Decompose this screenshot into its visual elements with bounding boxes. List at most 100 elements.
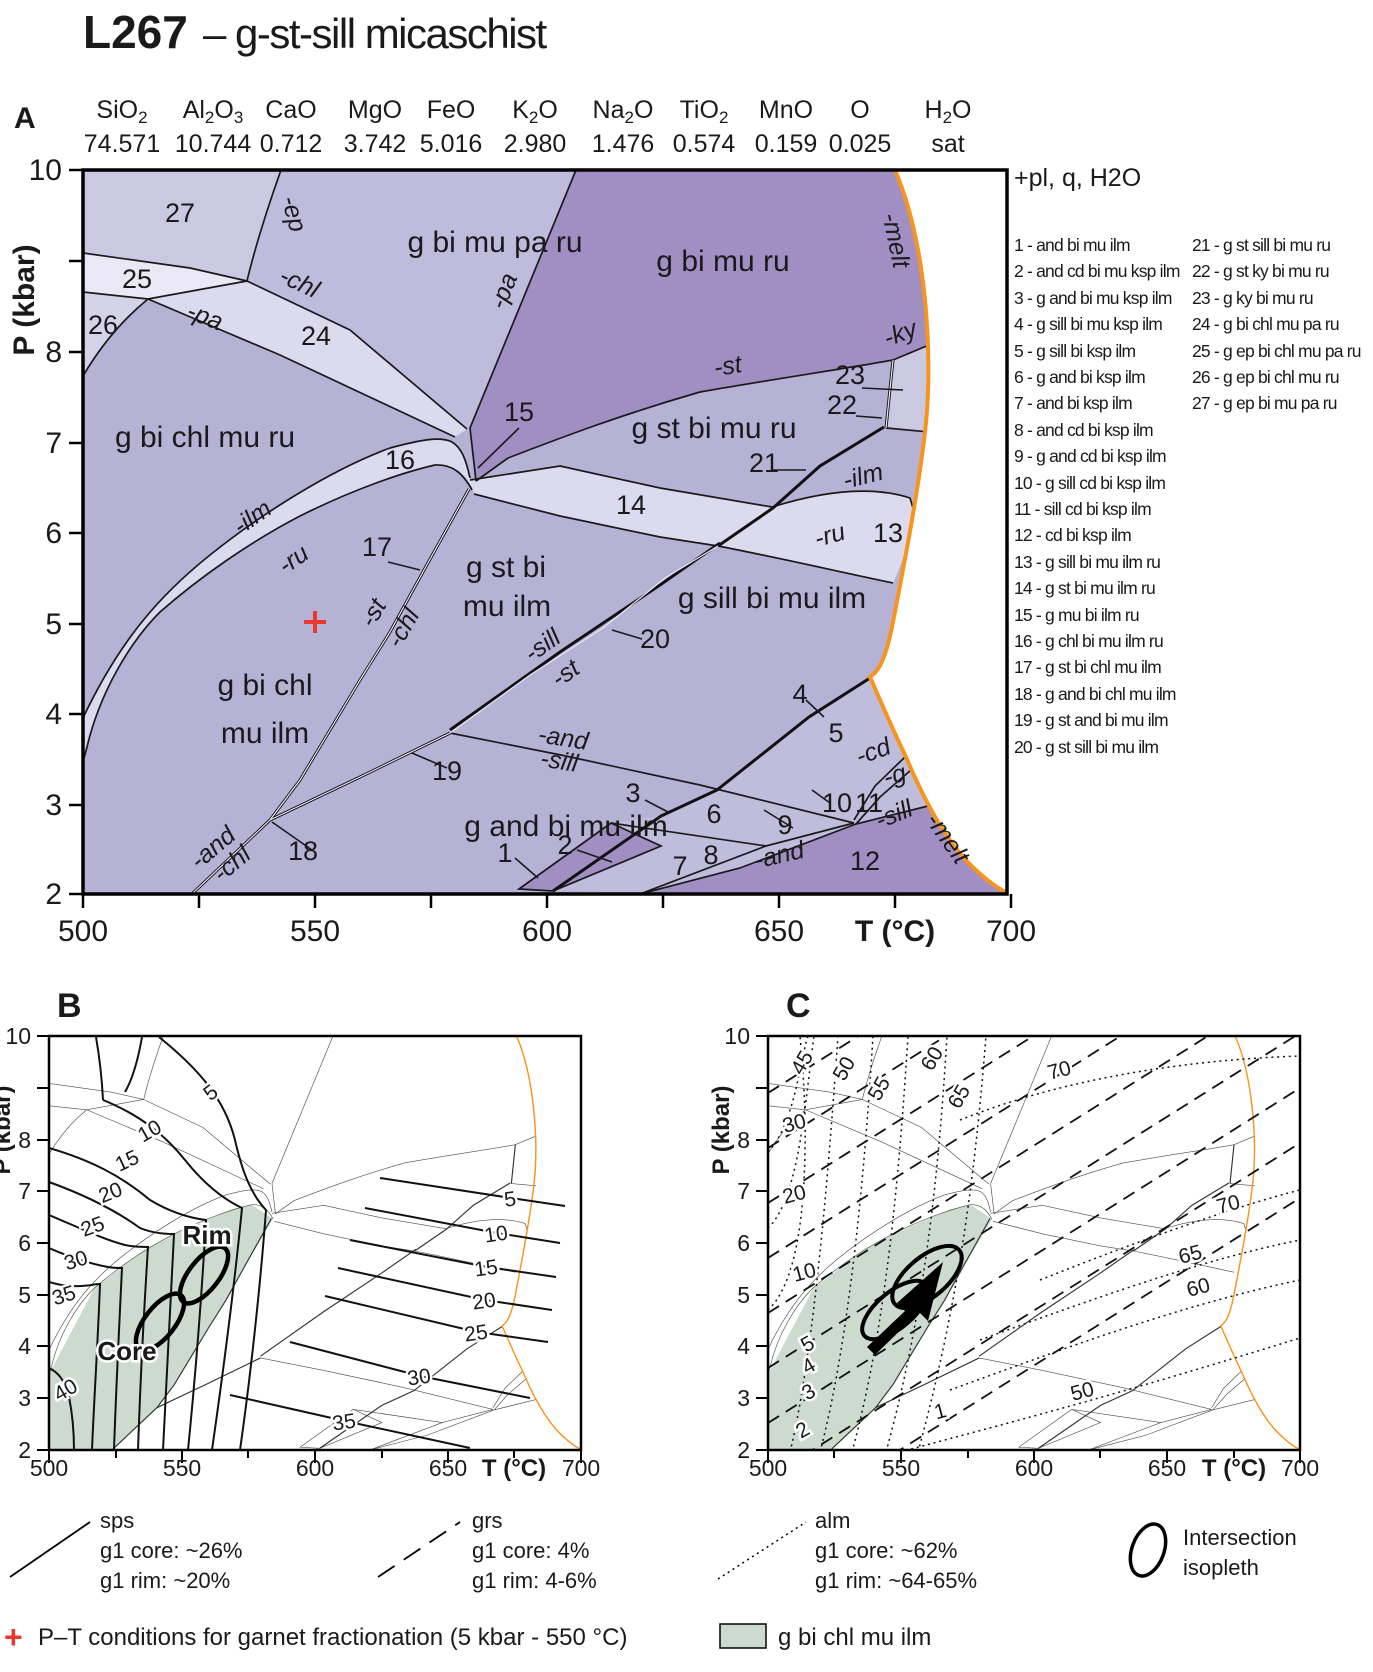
svg-text:25 - g ep bi chl mu pa ru: 25 - g ep bi chl mu pa ru xyxy=(1192,341,1361,361)
svg-text:-sill: -sill xyxy=(539,744,582,778)
svg-text:700: 700 xyxy=(562,1455,600,1481)
svg-text:10 - g sill cd bi ksp ilm: 10 - g sill cd bi ksp ilm xyxy=(1014,473,1165,493)
svg-text:g bi chl: g bi chl xyxy=(217,669,312,702)
svg-text:g bi mu pa ru: g bi mu pa ru xyxy=(407,226,582,259)
svg-text:Core: Core xyxy=(97,1336,156,1366)
svg-text:24: 24 xyxy=(301,321,331,351)
svg-text:500: 500 xyxy=(749,1455,787,1481)
svg-text:P (kbar): P (kbar) xyxy=(0,1086,16,1175)
svg-text:6: 6 xyxy=(45,517,62,550)
svg-text:g sill bi mu ilm: g sill bi mu ilm xyxy=(678,582,866,615)
svg-text:+: + xyxy=(4,1619,23,1655)
svg-text:35: 35 xyxy=(331,1410,357,1436)
svg-text:CaO: CaO xyxy=(265,96,316,124)
svg-text:27 - g ep bi mu pa ru: 27 - g ep bi mu pa ru xyxy=(1192,393,1337,413)
svg-text:g1 rim: 4-6%: g1 rim: 4-6% xyxy=(472,1568,597,1593)
svg-text:T (°C): T (°C) xyxy=(482,1455,546,1482)
svg-text:500: 500 xyxy=(30,1455,68,1481)
svg-text:4: 4 xyxy=(45,698,62,731)
svg-text:3.742: 3.742 xyxy=(344,130,407,158)
svg-text:23 - g ky bi mu ru: 23 - g ky bi mu ru xyxy=(1192,288,1313,308)
svg-text:5: 5 xyxy=(737,1282,750,1308)
svg-text:Al2​O3​: Al2​O3​ xyxy=(183,96,244,127)
svg-text:8: 8 xyxy=(737,1127,750,1153)
svg-text:g st bi: g st bi xyxy=(466,551,546,584)
svg-text:19: 19 xyxy=(432,756,462,786)
svg-text:3: 3 xyxy=(18,1385,31,1411)
svg-text:B: B xyxy=(57,987,82,1025)
svg-text:mu ilm: mu ilm xyxy=(221,717,309,750)
svg-text:Rim: Rim xyxy=(182,1220,231,1250)
svg-text:6 - g and bi ksp ilm: 6 - g and bi ksp ilm xyxy=(1014,367,1145,387)
svg-text:17: 17 xyxy=(362,532,392,562)
svg-text:5: 5 xyxy=(45,608,62,641)
svg-text:27: 27 xyxy=(165,198,195,228)
svg-text:g st bi mu ru: g st bi mu ru xyxy=(631,412,796,445)
svg-text:13 - g sill bi mu ilm ru: 13 - g sill bi mu ilm ru xyxy=(1014,552,1160,572)
svg-text:12 - cd bi ksp ilm: 12 - cd bi ksp ilm xyxy=(1014,525,1131,545)
svg-text:0.159: 0.159 xyxy=(755,130,818,158)
svg-text:MgO: MgO xyxy=(348,96,402,124)
svg-text:alm: alm xyxy=(815,1508,850,1533)
svg-text:Na2​O: Na2​O xyxy=(593,96,654,127)
svg-text:10: 10 xyxy=(724,1023,750,1049)
svg-text:4 - g sill bi mu ksp ilm: 4 - g sill bi mu ksp ilm xyxy=(1014,314,1162,334)
svg-text:sps: sps xyxy=(100,1508,134,1533)
svg-text:700: 700 xyxy=(986,915,1036,948)
svg-text:2.980: 2.980 xyxy=(504,130,567,158)
svg-text:11 - sill cd bi ksp ilm: 11 - sill cd bi ksp ilm xyxy=(1014,499,1151,519)
svg-text:26 - g ep bi chl mu ru: 26 - g ep bi chl mu ru xyxy=(1192,367,1339,387)
svg-text:grs: grs xyxy=(472,1508,503,1533)
svg-text:isopleth: isopleth xyxy=(1183,1555,1259,1580)
svg-text:1.476: 1.476 xyxy=(592,130,655,158)
svg-text:3 - g and bi mu ksp ilm: 3 - g and bi mu ksp ilm xyxy=(1014,288,1172,308)
svg-text:4: 4 xyxy=(737,1333,750,1359)
svg-text:2: 2 xyxy=(737,1437,750,1463)
svg-text:0.574: 0.574 xyxy=(673,130,736,158)
svg-text:g and bi mu ilm: g and bi mu ilm xyxy=(464,810,667,843)
svg-text:4: 4 xyxy=(18,1333,31,1359)
svg-text:2: 2 xyxy=(18,1437,31,1463)
svg-text:550: 550 xyxy=(882,1455,920,1481)
svg-text:O: O xyxy=(850,96,869,124)
svg-text:2: 2 xyxy=(45,878,62,911)
svg-text:4: 4 xyxy=(792,679,807,709)
svg-text:g1 rim: ~20%: g1 rim: ~20% xyxy=(100,1568,230,1593)
svg-text:18 - g and bi chl mu ilm: 18 - g and bi chl mu ilm xyxy=(1014,684,1176,704)
svg-text:-st: -st xyxy=(712,350,745,382)
svg-text:15: 15 xyxy=(473,1256,499,1282)
svg-text:5 - g sill bi ksp ilm: 5 - g sill bi ksp ilm xyxy=(1014,341,1136,361)
svg-text:7: 7 xyxy=(672,851,687,881)
svg-text:20: 20 xyxy=(471,1289,497,1315)
svg-text:8: 8 xyxy=(45,336,62,369)
svg-text:13: 13 xyxy=(873,518,903,548)
svg-text:2: 2 xyxy=(557,830,572,860)
svg-text:7 - and bi ksp ilm: 7 - and bi ksp ilm xyxy=(1014,393,1132,413)
svg-text:12: 12 xyxy=(850,846,880,876)
svg-text:8: 8 xyxy=(703,840,718,870)
svg-text:A: A xyxy=(14,102,36,135)
svg-text:10: 10 xyxy=(29,154,62,187)
svg-text:g1 rim: ~64-65%: g1 rim: ~64-65% xyxy=(815,1568,977,1593)
svg-text:19 - g st and bi mu ilm: 19 - g st and bi mu ilm xyxy=(1014,710,1168,730)
svg-text:15: 15 xyxy=(504,397,534,427)
svg-text:5.016: 5.016 xyxy=(420,130,483,158)
svg-text:15 - g mu bi ilm ru: 15 - g mu bi ilm ru xyxy=(1014,605,1139,625)
svg-text:sat: sat xyxy=(931,130,964,158)
svg-text:C: C xyxy=(786,987,811,1025)
svg-text:P (kbar): P (kbar) xyxy=(708,1086,735,1175)
svg-text:600: 600 xyxy=(1015,1455,1053,1481)
svg-text:650: 650 xyxy=(429,1455,467,1481)
svg-text:0.025: 0.025 xyxy=(829,130,892,158)
svg-text:6: 6 xyxy=(737,1230,750,1256)
svg-text:30: 30 xyxy=(406,1365,432,1391)
svg-text:P–T conditions for garnet frac: P–T conditions for garnet fractionation … xyxy=(38,1624,627,1651)
svg-text:24 - g bi chl mu pa ru: 24 - g bi chl mu pa ru xyxy=(1192,314,1339,334)
svg-text:21 - g st sill bi mu ru: 21 - g st sill bi mu ru xyxy=(1192,235,1330,255)
svg-text:10.744: 10.744 xyxy=(175,130,252,158)
svg-text:2 - and cd bi mu ksp ilm: 2 - and cd bi mu ksp ilm xyxy=(1014,261,1180,281)
svg-text:23: 23 xyxy=(835,360,865,390)
svg-text:10: 10 xyxy=(483,1222,509,1248)
svg-text:16 - g chl bi mu ilm ru: 16 - g chl bi mu ilm ru xyxy=(1014,631,1163,651)
svg-text:9 - g and cd bi ksp ilm: 9 - g and cd bi ksp ilm xyxy=(1014,446,1166,466)
